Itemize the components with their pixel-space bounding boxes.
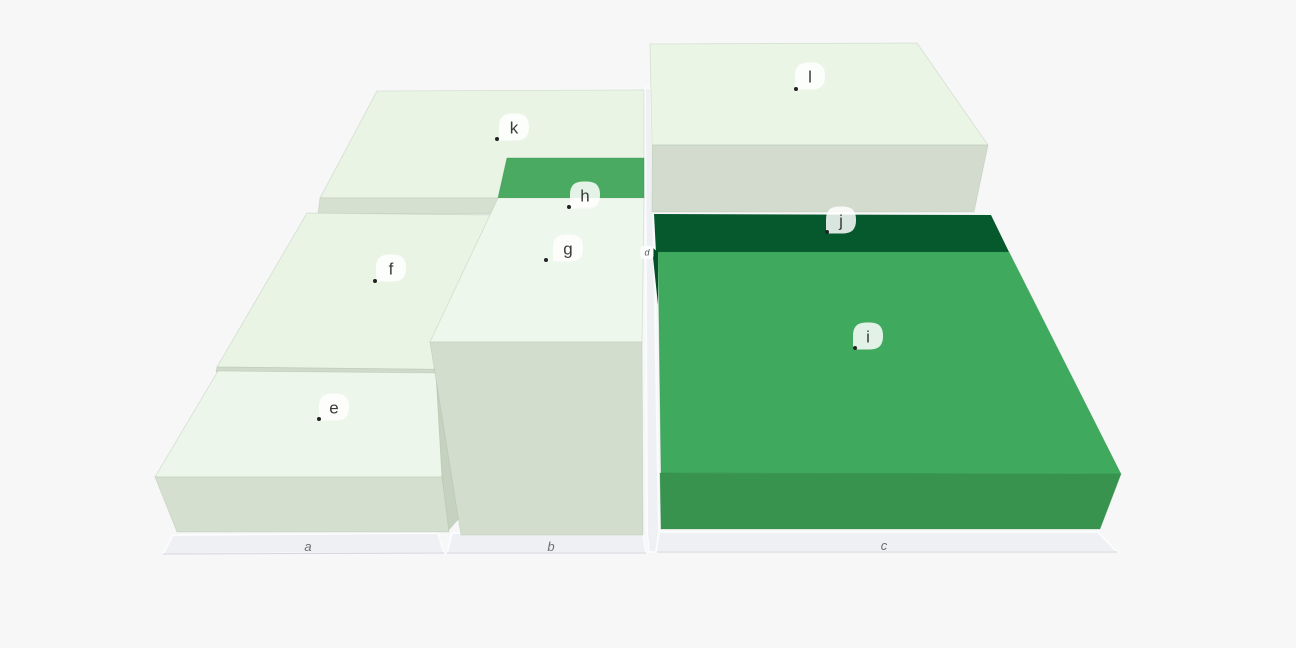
label-bubble-l[interactable]: l <box>794 62 825 92</box>
label-bubble-j[interactable]: j <box>825 206 856 235</box>
platform-label-c: c <box>881 538 888 553</box>
block-j-side-face[interactable] <box>653 248 658 305</box>
block-label-h: h <box>580 187 589 206</box>
anchor-dot-g <box>544 258 548 262</box>
anchor-dot-j <box>825 230 829 234</box>
platforms: a b c <box>162 87 1118 555</box>
platform-label-a: a <box>304 539 311 554</box>
block-e-front-face[interactable] <box>154 476 450 533</box>
anchor-dot-e <box>317 417 321 421</box>
anchor-dot-k <box>495 137 499 141</box>
label-bubble-e[interactable]: e <box>317 393 349 422</box>
label-bubble-k[interactable]: k <box>495 113 529 142</box>
platform-d-label-group: d <box>640 246 654 259</box>
block-label-g: g <box>563 240 572 259</box>
anchor-dot-h <box>567 205 571 209</box>
column-b-blocks <box>429 157 645 536</box>
block-label-e: e <box>329 399 338 418</box>
label-bubble-h[interactable]: h <box>567 181 600 210</box>
label-bubble-g[interactable]: g <box>544 234 583 263</box>
block-label-k: k <box>510 119 519 138</box>
block-l-front-face[interactable] <box>651 144 989 213</box>
anchor-dot-f <box>373 279 377 283</box>
column-c-blocks <box>649 42 1122 530</box>
block-label-f: f <box>389 260 394 279</box>
platform-label-d: d <box>644 248 650 258</box>
label-bubble-f[interactable]: f <box>373 254 406 284</box>
platform-d-label-background <box>640 246 654 259</box>
platform-label-b: b <box>547 539 554 554</box>
label-bubble-i[interactable]: i <box>853 322 883 351</box>
anchor-dot-i <box>853 346 857 350</box>
block-label-i: i <box>866 328 870 347</box>
anchor-dot-l <box>794 87 798 91</box>
platform-a-shadow-edge <box>162 552 445 555</box>
block-label-j: j <box>838 212 843 231</box>
block-g-front-face[interactable] <box>429 341 644 536</box>
block-label-bubbles: k h g f e l j <box>317 62 883 422</box>
block-i-front-face[interactable] <box>659 472 1122 530</box>
block-label-l: l <box>808 68 812 87</box>
